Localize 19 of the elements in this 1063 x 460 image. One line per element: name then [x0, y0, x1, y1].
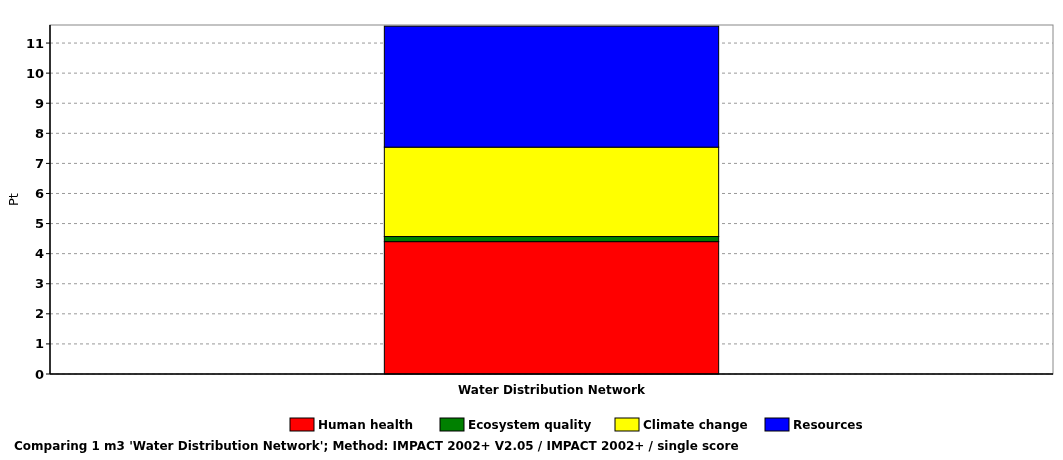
legend-label: Human health	[318, 418, 414, 433]
y-tick-label: 11	[25, 35, 44, 51]
y-tick-label: 4	[34, 246, 44, 262]
y-tick-label: 9	[34, 95, 44, 111]
y-tick-label: 2	[34, 306, 44, 322]
y-tick-label: 3	[34, 276, 44, 292]
y-tick-label: 1	[34, 336, 44, 352]
y-tick-label: 7	[34, 155, 44, 171]
legend-label: Climate change	[643, 418, 748, 433]
legend-label: Ecosystem quality	[468, 418, 592, 433]
y-tick-label: 8	[34, 125, 44, 141]
text: Comparing 1 m3 'Water Distribution Network'; Method: IMPACT 2002+ V2.05 / IMPACT 2002+ / single score	[14, 439, 739, 453]
y-tick-label: 0	[34, 366, 44, 382]
y-tick-label: 5	[34, 216, 44, 232]
legend-label: Resources	[793, 418, 863, 433]
y-tick-label: 6	[34, 186, 44, 202]
y-axis-title: Pt	[6, 193, 21, 206]
y-tick-label: 10	[25, 65, 44, 81]
x-tick-label: Water Distribution Network	[458, 383, 646, 397]
